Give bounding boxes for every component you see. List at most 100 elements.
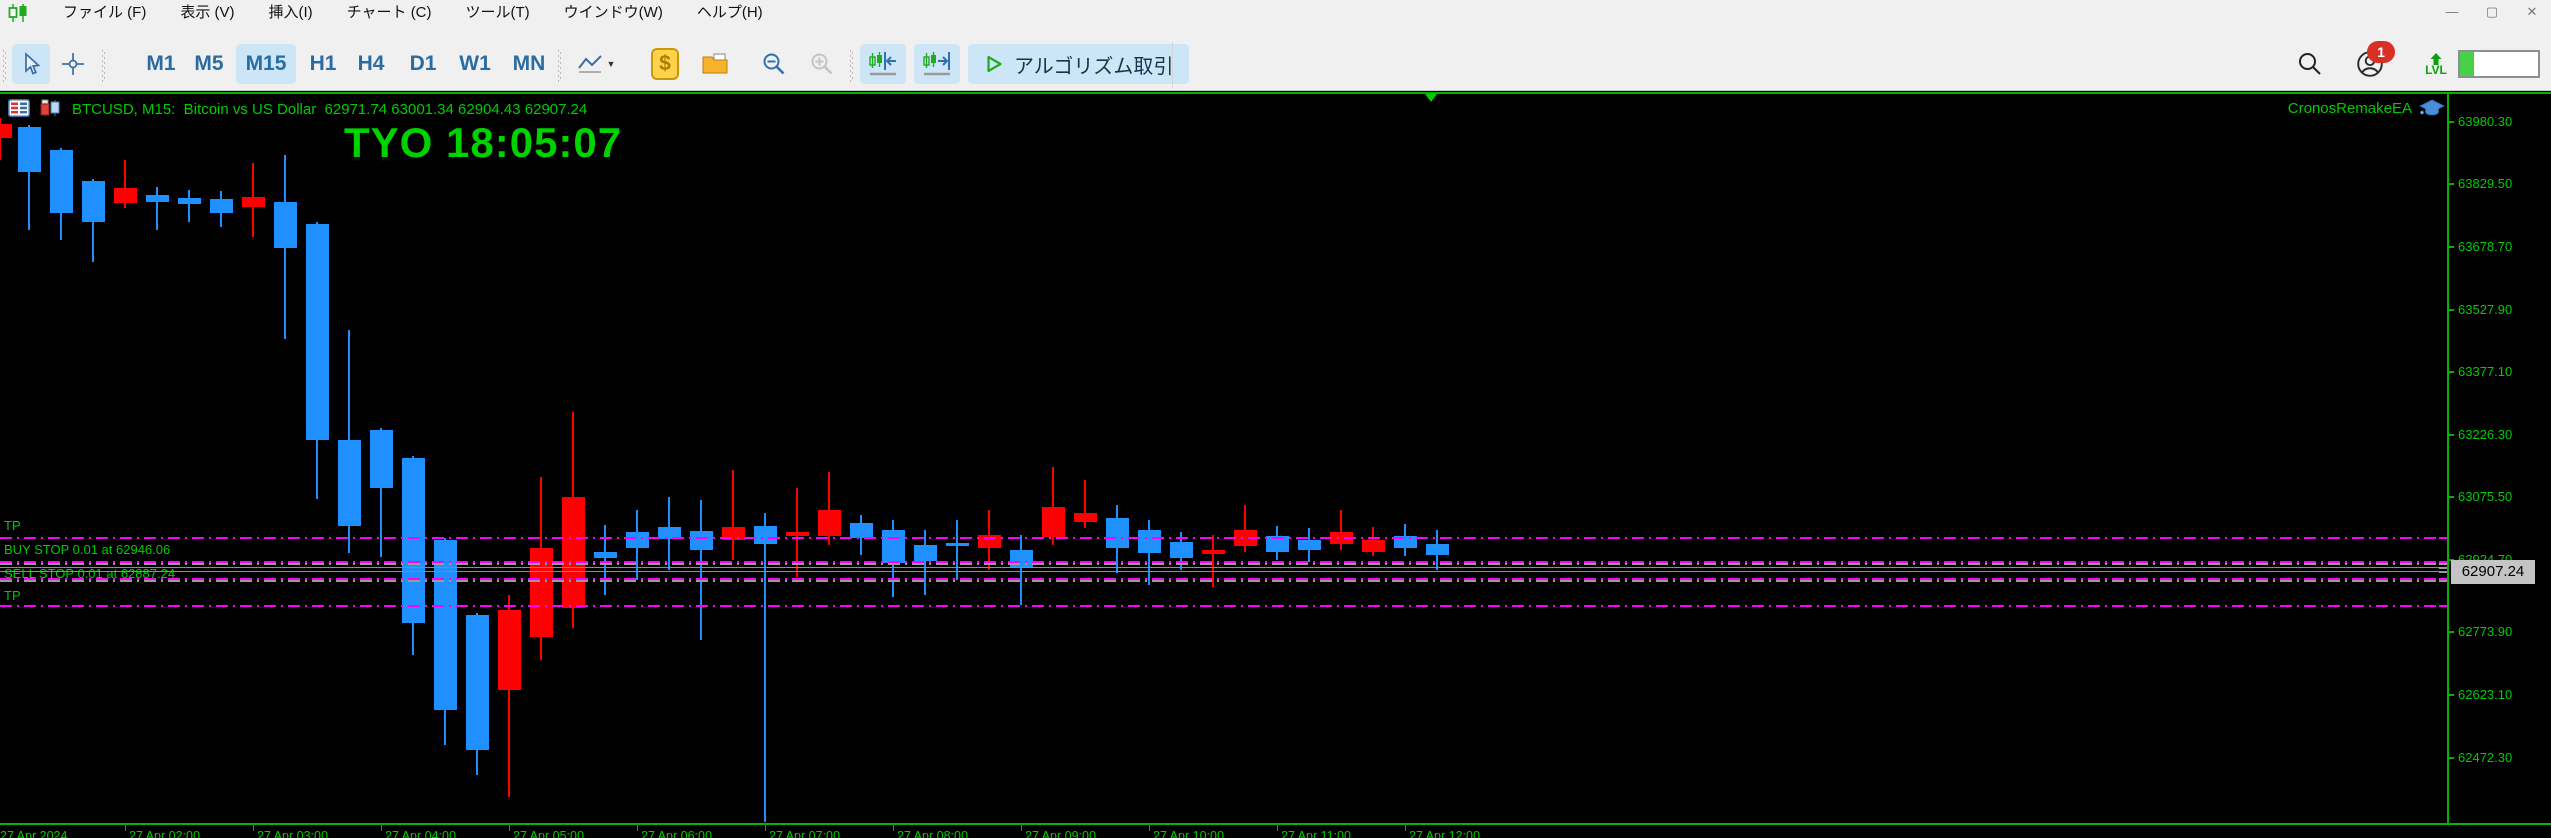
order-label: TP (4, 518, 21, 533)
menu-item-v[interactable]: 表示 (V) (180, 4, 235, 21)
chart-symbol-header: BTCUSD, M15: Bitcoin vs US Dollar 62971.… (72, 101, 588, 118)
time-axis-label: 27 Apr 11:00 (1281, 829, 1351, 838)
timeframe-button-h1[interactable]: H1 (309, 52, 337, 75)
crosshair-icon (62, 53, 84, 75)
ea-name-label: CronosRemakeEA (2287, 100, 2412, 117)
axis-order-tick (2439, 561, 2447, 563)
candle (1105, 518, 1129, 548)
toolbar-divider (1172, 42, 1173, 88)
timeframe-button-w1[interactable]: W1 (459, 52, 491, 75)
time-axis-tick (1277, 825, 1278, 831)
order-line-magenta[interactable] (0, 605, 2447, 607)
time-axis-tick (637, 825, 638, 831)
order-line-magenta[interactable] (0, 561, 2447, 563)
timeframe-button-mn[interactable]: MN (512, 52, 546, 75)
time-axis-label: 27 Apr 2024 (0, 829, 68, 838)
candle (721, 527, 745, 540)
candle (625, 532, 649, 548)
price-axis-tick (2447, 496, 2454, 498)
search-button[interactable] (2292, 44, 2328, 84)
notifications-button[interactable]: 1 (2348, 41, 2395, 84)
candle (81, 181, 105, 222)
candle (529, 548, 553, 637)
toolbar-separator (3, 48, 6, 82)
cursor-tool-button[interactable] (12, 44, 50, 84)
order-line-magenta[interactable] (0, 578, 2447, 580)
timeframe-button-h4[interactable]: H4 (357, 52, 385, 75)
order-line-graySolid[interactable] (0, 567, 2447, 568)
current-price-badge: 62907.24 (2451, 560, 2535, 584)
zoom-in-button[interactable] (802, 44, 842, 84)
one-click-panel-icon[interactable] (39, 99, 61, 122)
timeframe-button-m15[interactable]: M15 (236, 44, 296, 84)
price-axis-label: 63377.10 (2458, 364, 2513, 379)
shift-chart-right-button[interactable] (914, 44, 960, 84)
candle (17, 127, 41, 172)
menu-item-t[interactable]: ツール(T) (465, 4, 530, 21)
candle (1265, 536, 1289, 552)
candle (177, 198, 201, 204)
order-line-grayDash[interactable] (0, 563, 2447, 565)
menu-item-c[interactable]: チャート (C) (346, 4, 432, 21)
candle (849, 523, 873, 538)
lvl-button[interactable]: LVL (2418, 44, 2454, 84)
candle (817, 510, 841, 536)
candle (561, 497, 585, 608)
candle (49, 150, 73, 213)
toolbar-separator (558, 48, 561, 82)
order-line-grayDash[interactable] (0, 580, 2447, 582)
algo-trading-button[interactable]: アルゴリズム取引 (968, 44, 1190, 84)
shift-chart-left-button[interactable] (860, 44, 906, 84)
price-axis-label: 62773.90 (2458, 624, 2513, 639)
menu-item-h[interactable]: ヘルプ(H) (696, 4, 763, 21)
timeframe-button-m1[interactable]: M1 (146, 52, 176, 75)
search-icon (2299, 53, 2321, 75)
time-axis-label: 27 Apr 04:00 (385, 829, 456, 838)
candle (497, 610, 521, 690)
candle-wick (28, 125, 30, 230)
chart-type-button[interactable]: ▼ (570, 44, 622, 84)
candle (1137, 530, 1161, 553)
maximize-button[interactable]: ▢ (2485, 4, 2499, 19)
time-axis-label: 27 Apr 06:00 (641, 829, 712, 838)
toolbar-separator (102, 48, 105, 82)
window-controls: — ▢ ✕ (2443, 0, 2541, 24)
price-axis-label: 63075.50 (2458, 489, 2513, 504)
price-axis-tick (2447, 757, 2454, 759)
zoom-out-button[interactable] (754, 44, 794, 84)
price-axis-tick (2447, 309, 2454, 311)
toolbar-separator (850, 48, 853, 82)
menu-item-f[interactable]: ファイル (F) (63, 4, 147, 21)
price-axis-label: 62623.10 (2458, 687, 2513, 702)
candle (241, 197, 265, 207)
menu-item-i[interactable]: 挿入(I) (268, 4, 313, 21)
time-axis-label: 27 Apr 12:00 (1409, 829, 1480, 838)
chart-area[interactable]: BTCUSD, M15: Bitcoin vs US Dollar 62971.… (0, 92, 2551, 838)
candle (945, 543, 969, 546)
candle (881, 530, 905, 563)
one-click-trading-button[interactable]: $ (644, 44, 686, 84)
time-axis-label: 27 Apr 07:00 (769, 829, 840, 838)
crosshair-tool-button[interactable] (54, 44, 92, 84)
open-folder-button[interactable] (694, 44, 736, 84)
order-line-graySolid[interactable] (0, 571, 2447, 572)
candle-wick (732, 470, 734, 560)
close-button[interactable]: ✕ (2526, 4, 2538, 19)
menu-item-w[interactable]: ウインドウ(W) (563, 4, 663, 21)
chevron-down-icon[interactable]: ▼ (606, 59, 616, 69)
market-depth-icon[interactable] (8, 99, 30, 122)
candle-wick (380, 428, 382, 557)
candle (1425, 544, 1449, 555)
price-axis-tick (2447, 371, 2454, 373)
timeframe-button-d1[interactable]: D1 (409, 52, 437, 75)
candle (273, 202, 297, 248)
timeframe-button-m5[interactable]: M5 (194, 52, 224, 75)
candle-wick (1244, 505, 1246, 552)
minimize-button[interactable]: — (2445, 4, 2459, 19)
axis-order-tick (2439, 537, 2447, 539)
graduation-cap-icon[interactable] (2419, 99, 2445, 118)
order-line-magenta[interactable] (0, 537, 2447, 539)
candle-wick (0, 118, 1, 160)
candle (1393, 536, 1417, 548)
